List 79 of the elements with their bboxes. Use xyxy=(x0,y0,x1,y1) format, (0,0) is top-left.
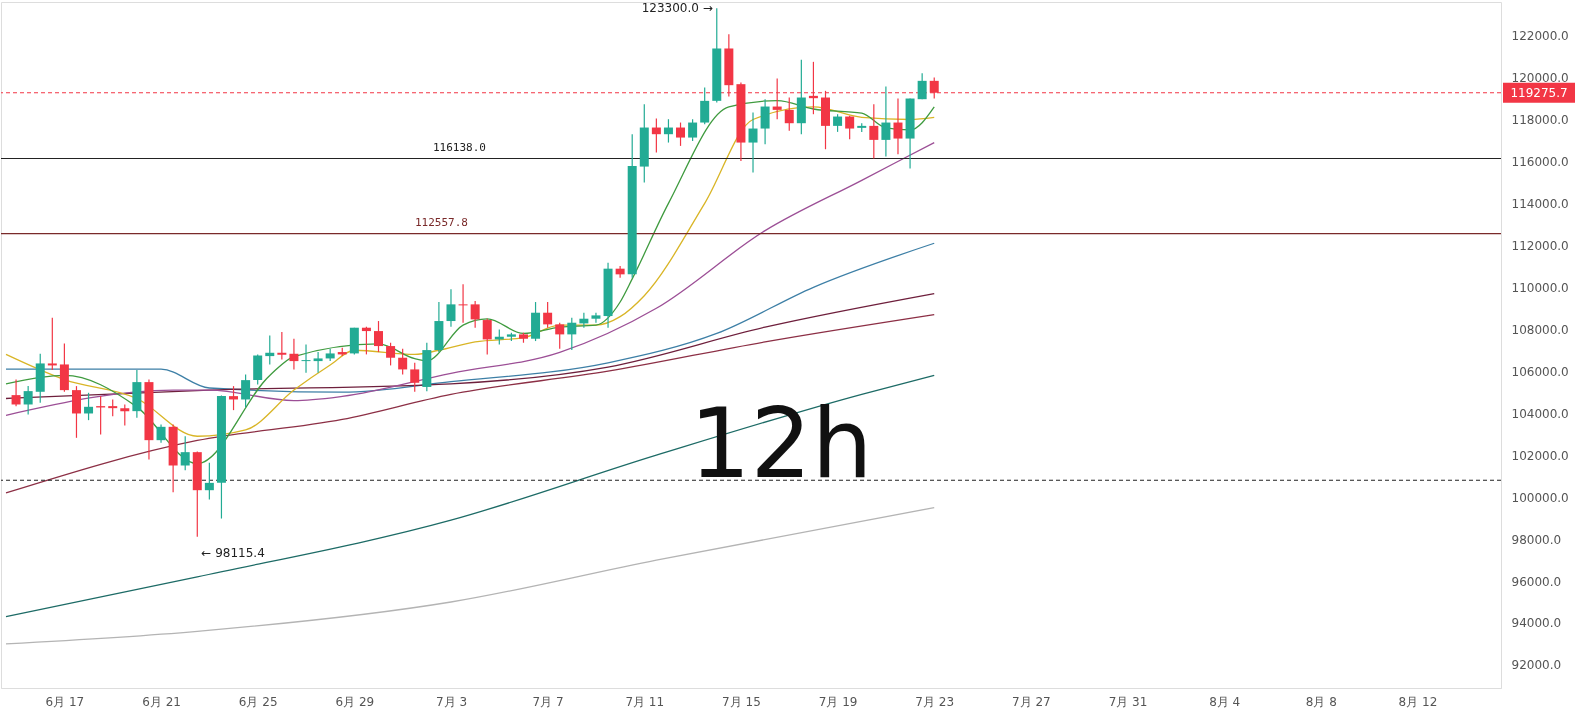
x-tick-label: 6月 25 xyxy=(238,694,278,709)
x-tick-label: 7月 7 xyxy=(532,694,564,709)
candlestick xyxy=(760,98,770,145)
y-tick-label: 98000.0 xyxy=(1511,532,1562,547)
y-tick-label: 100000.0 xyxy=(1511,490,1569,505)
candlestick xyxy=(120,403,130,427)
x-tick-label: 7月 23 xyxy=(915,694,955,709)
candlestick xyxy=(446,288,456,328)
candlestick xyxy=(845,115,855,140)
x-tick-label: 8月 4 xyxy=(1209,694,1241,709)
candlestick xyxy=(748,111,758,174)
x-tick-label: 7月 3 xyxy=(435,694,468,709)
candlestick xyxy=(241,373,251,408)
annotation: ← 98115.4 xyxy=(201,545,265,560)
x-tick-label: 7月 11 xyxy=(625,694,665,709)
y-tick-label: 106000.0 xyxy=(1511,364,1569,379)
candlestick xyxy=(470,300,480,329)
candlestick xyxy=(71,385,81,439)
y-tick-label: 102000.0 xyxy=(1511,448,1569,463)
ref-line-label: 119275.7 xyxy=(1510,85,1568,100)
candlestick xyxy=(180,435,190,471)
y-tick-label: 104000.0 xyxy=(1511,406,1569,421)
y-tick-label: 118000.0 xyxy=(1511,112,1569,127)
candlestick xyxy=(289,338,299,371)
candlestick xyxy=(458,283,468,324)
candlestick xyxy=(651,117,661,154)
candlestick xyxy=(410,362,420,393)
candlestick xyxy=(869,103,879,160)
x-tick-label: 6月 21 xyxy=(142,694,181,709)
candlestick xyxy=(204,462,214,501)
candlestick xyxy=(361,326,371,355)
candlestick xyxy=(265,334,275,366)
candlestick xyxy=(301,343,311,374)
candlestick xyxy=(543,301,553,329)
ref-line-label: 112557.8 xyxy=(415,215,468,229)
candlestick xyxy=(893,97,903,155)
candlestick xyxy=(11,378,21,407)
candlestick xyxy=(676,121,686,147)
candlestick xyxy=(47,317,57,371)
y-tick-label: 112000.0 xyxy=(1511,238,1569,253)
candlestick xyxy=(591,312,601,324)
y-tick-label: 110000.0 xyxy=(1511,280,1569,295)
candlestick xyxy=(398,348,408,376)
y-tick-label: 108000.0 xyxy=(1511,322,1569,337)
y-tick-label: 116000.0 xyxy=(1511,154,1569,169)
candlestick xyxy=(555,322,565,350)
candlestick xyxy=(84,392,94,421)
candlestick xyxy=(688,118,698,142)
candlestick xyxy=(700,86,710,125)
y-tick-label: 92000.0 xyxy=(1511,658,1562,673)
x-tick-label: 6月 29 xyxy=(335,694,375,709)
y-tick-label: 94000.0 xyxy=(1511,616,1562,631)
x-tick-label: 8月 12 xyxy=(1398,694,1438,709)
x-tick-label: 7月 19 xyxy=(818,694,858,709)
candlestick xyxy=(881,85,891,158)
y-tick-label: 96000.0 xyxy=(1511,574,1562,589)
candlestick xyxy=(784,96,794,132)
y-tick-label: 122000.0 xyxy=(1511,29,1569,44)
y-tick-label: 114000.0 xyxy=(1511,196,1569,211)
candlestick xyxy=(156,423,166,444)
annotation: 12h xyxy=(689,387,873,500)
candlestick xyxy=(374,320,383,353)
annotation: 123300.0 → xyxy=(641,1,713,16)
candlestick xyxy=(313,351,323,374)
candlestick xyxy=(917,72,927,100)
ref-line-label: 116138.0 xyxy=(433,140,486,154)
candlestick xyxy=(277,331,287,361)
x-tick-label: 7月 31 xyxy=(1108,694,1148,709)
candlestick xyxy=(663,118,673,144)
y-tick-label: 120000.0 xyxy=(1511,71,1569,86)
candlestick xyxy=(23,385,33,416)
candlestick xyxy=(482,318,492,355)
x-tick-label: 6月 17 xyxy=(45,694,85,709)
x-tick-label: 7月 27 xyxy=(1012,694,1051,709)
candlestick xyxy=(229,385,239,411)
x-tick-label: 8月 8 xyxy=(1305,694,1337,709)
candlestick xyxy=(567,317,577,351)
candlestick xyxy=(386,342,396,367)
x-tick-label: 7月 15 xyxy=(722,694,761,709)
